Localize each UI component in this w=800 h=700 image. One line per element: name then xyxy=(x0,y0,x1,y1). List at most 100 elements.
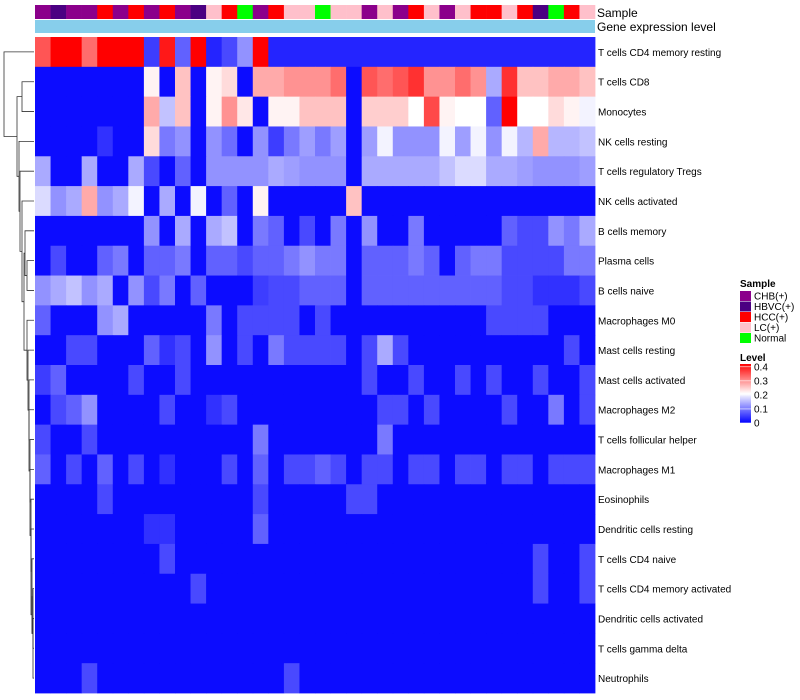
heatmap-cell xyxy=(221,66,238,98)
heatmap-cell xyxy=(361,215,378,247)
heatmap-cell xyxy=(455,335,471,366)
heatmap-cell xyxy=(548,573,565,604)
heatmap-cell xyxy=(112,573,129,604)
heatmap-cell xyxy=(408,126,425,157)
dendrogram-branch xyxy=(23,252,27,351)
heatmap-cell xyxy=(346,156,363,187)
heatmap-cell xyxy=(268,305,285,336)
heatmap-cell xyxy=(206,543,223,575)
heatmap-cell xyxy=(128,66,145,98)
heatmap-cell xyxy=(35,126,51,157)
heatmap-cell xyxy=(470,305,487,336)
heatmap-cell xyxy=(408,156,425,187)
heatmap-cell xyxy=(330,335,347,366)
heatmap-cell xyxy=(66,66,83,98)
heatmap-cell xyxy=(252,484,269,515)
heatmap-cell xyxy=(112,66,129,98)
sample-annotation-cell xyxy=(143,5,160,19)
heatmap-cell xyxy=(563,454,580,485)
heatmap-cell xyxy=(143,96,160,127)
heatmap-cell xyxy=(159,514,176,545)
heatmap-cell xyxy=(283,365,300,396)
heatmap-cell xyxy=(486,245,503,276)
heatmap-cell xyxy=(252,514,269,545)
heatmap-cell xyxy=(143,66,160,98)
heatmap-cell xyxy=(97,603,114,634)
row-label: Mast cells activated xyxy=(598,376,685,387)
heatmap-cell xyxy=(237,663,254,694)
heatmap-cell xyxy=(112,156,129,187)
heatmap-cell xyxy=(455,245,471,276)
heatmap-cell xyxy=(532,186,549,217)
heatmap-cell xyxy=(455,543,471,575)
sample-annotation-cell xyxy=(66,5,82,19)
heatmap-cell xyxy=(268,37,285,68)
heatmap-cell xyxy=(392,126,409,157)
heatmap-cell xyxy=(377,573,394,604)
heatmap-cell xyxy=(455,37,471,68)
heatmap-cell xyxy=(315,454,331,485)
heatmap-cell xyxy=(361,335,378,366)
sample-annotation-cell xyxy=(81,5,98,19)
heatmap-cell xyxy=(330,633,347,664)
heatmap-cell xyxy=(392,633,409,664)
heatmap-cell xyxy=(330,573,347,604)
heatmap-cell xyxy=(315,156,331,187)
heatmap-cell xyxy=(517,484,534,515)
sample-annotation-cell xyxy=(35,5,51,19)
heatmap-cell xyxy=(252,215,269,247)
sample-annotation-cell xyxy=(175,5,191,19)
heatmap-cell xyxy=(66,215,83,247)
heatmap-cell xyxy=(423,543,440,575)
heatmap-cell xyxy=(361,37,378,68)
heatmap-cell xyxy=(315,245,331,276)
heatmap-cell xyxy=(268,484,285,515)
heatmap-cell xyxy=(579,215,596,247)
heatmap-cell xyxy=(501,37,518,68)
heatmap-cell xyxy=(283,335,300,366)
row-label: T cells CD4 naive xyxy=(598,555,677,566)
heatmap-cell xyxy=(252,275,269,306)
dendrogram-branch xyxy=(16,96,22,177)
heatmap-cell xyxy=(50,335,67,366)
heatmap-cell xyxy=(455,66,471,98)
sample-annotation-cell xyxy=(392,5,409,19)
heatmap-cell xyxy=(66,573,83,604)
heatmap-cell xyxy=(486,156,503,187)
heatmap-cell xyxy=(237,514,254,545)
row-label: Mast cells resting xyxy=(598,346,675,357)
heatmap-cell xyxy=(579,275,596,306)
heatmap-cell xyxy=(361,126,378,157)
sample-legend-label: HCC(+) xyxy=(754,313,788,324)
heatmap-cell xyxy=(221,454,238,485)
row-label: T cells CD4 memory resting xyxy=(598,48,721,59)
heatmap-cell xyxy=(81,543,98,575)
heatmap-cell xyxy=(346,484,363,515)
heatmap-cell xyxy=(283,454,300,485)
sample-annotation-cell xyxy=(361,5,378,19)
heatmap-cell xyxy=(532,305,549,336)
heatmap-cell xyxy=(221,215,238,247)
heatmap-cell xyxy=(299,37,316,68)
sample-annotation-cell xyxy=(283,5,300,19)
heatmap-cell xyxy=(66,603,83,634)
heatmap-cell xyxy=(439,186,456,217)
heatmap-cell xyxy=(35,603,51,634)
sample-legend-label: CHB(+) xyxy=(754,292,788,303)
heatmap-cell xyxy=(517,573,534,604)
row-dendrogram xyxy=(3,51,34,679)
heatmap-cell xyxy=(143,335,160,366)
heatmap-cell xyxy=(128,484,145,515)
heatmap-cell xyxy=(501,514,518,545)
heatmap-cell xyxy=(81,215,98,247)
heatmap-cell xyxy=(143,484,160,515)
heatmap-cell xyxy=(330,663,347,694)
heatmap-cell xyxy=(470,245,487,276)
heatmap-cell xyxy=(392,245,409,276)
heatmap-cell xyxy=(143,186,160,217)
heatmap-cell xyxy=(221,96,238,127)
heatmap-cell xyxy=(470,275,487,306)
heatmap-cell xyxy=(439,37,456,68)
heatmap-cell xyxy=(112,245,129,276)
heatmap-cell xyxy=(517,394,534,426)
